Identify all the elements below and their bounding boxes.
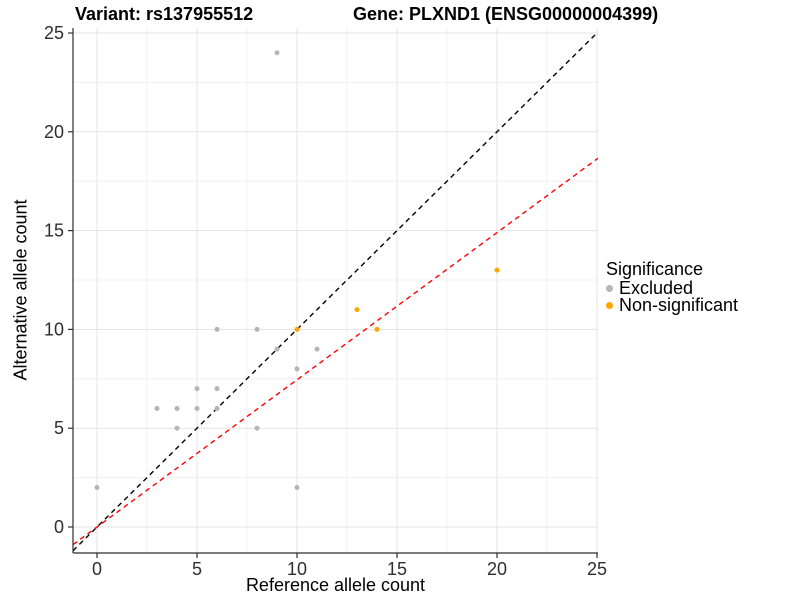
x-tick-label: 15	[387, 559, 407, 579]
y-tick-label: 25	[44, 23, 64, 43]
legend-items: Excluded Non-significant	[606, 278, 739, 315]
legend-key-dot	[606, 285, 613, 292]
x-axis-title: Reference allele count	[245, 575, 426, 595]
legend-item-non-significant: Non-significant	[606, 295, 739, 315]
y-tick-label: 5	[54, 418, 64, 438]
data-point	[274, 50, 280, 56]
legend-title: Significance	[606, 259, 704, 279]
data-point	[294, 484, 300, 490]
legend: Significance Excluded Non-significant	[606, 258, 738, 314]
data-point	[194, 405, 200, 411]
data-point	[214, 326, 220, 332]
gene-title: Gene: PLXND1 (ENSG00000004399)	[353, 4, 659, 24]
data-point	[274, 346, 280, 352]
x-tick-label: 5	[192, 559, 202, 579]
data-point	[214, 405, 220, 411]
expected-ratio-line	[73, 157, 598, 546]
data-point	[94, 484, 100, 490]
identity-line	[73, 31, 598, 552]
data-point	[294, 326, 300, 332]
variant-title: Variant: rs137955512	[75, 4, 254, 24]
series-non-significant	[294, 267, 500, 332]
x-tick-label: 20	[487, 559, 507, 579]
legend-key-dot	[606, 302, 613, 309]
legend-item-label: Non-significant	[619, 295, 739, 315]
data-point	[314, 346, 320, 352]
data-point	[154, 405, 160, 411]
data-point	[494, 267, 500, 273]
major-gridlines	[73, 28, 598, 553]
y-tick-label: 0	[54, 517, 64, 537]
series-excluded	[94, 50, 320, 490]
data-point	[174, 405, 180, 411]
data-point	[374, 326, 380, 332]
data-point	[354, 307, 360, 313]
data-point	[254, 326, 260, 332]
data-point	[294, 366, 300, 372]
data-point	[194, 386, 200, 392]
data-point	[174, 425, 180, 431]
data-point	[214, 386, 220, 392]
legend-item-label: Excluded	[619, 278, 694, 298]
x-tick-label: 25	[587, 559, 607, 579]
minor-gridlines	[73, 28, 598, 553]
y-axis-title: Alternative allele count	[10, 199, 31, 381]
data-point	[254, 425, 260, 431]
y-tick-label: 10	[44, 319, 64, 339]
legend-item-excluded: Excluded	[606, 278, 738, 298]
x-tick-label: 10	[287, 559, 307, 579]
y-tick-label: 20	[44, 122, 64, 142]
x-tick-label: 0	[92, 559, 102, 579]
y-tick-label: 15	[44, 221, 64, 241]
